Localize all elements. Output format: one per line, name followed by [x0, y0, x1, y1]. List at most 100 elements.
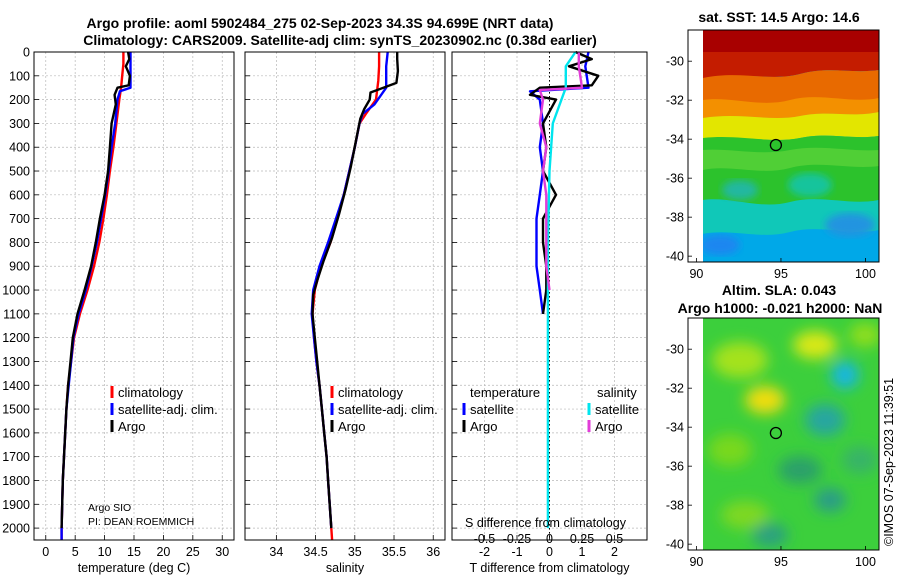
- figure-title-line2: Climatology: CARS2009. Satellite-adj cli…: [83, 32, 597, 48]
- map-y-tick-label: -30: [666, 343, 684, 357]
- sla-map-image: [703, 318, 879, 550]
- map-y-tick-label: -40: [666, 538, 684, 552]
- y-tick-label: 200: [9, 93, 30, 107]
- series-line: [528, 50, 600, 315]
- top-tick-label: 0.5: [606, 532, 623, 546]
- legend-header-salinity: salinity: [597, 385, 637, 400]
- x-tick-label: 35: [348, 545, 362, 559]
- top-tick-label: -0.5: [474, 532, 496, 546]
- credit-pi: PI: DEAN ROEMMICH: [88, 516, 194, 528]
- series-line: [60, 51, 132, 529]
- legend-label-temp-satellite: satellite: [470, 402, 514, 417]
- y-tick-label: 400: [9, 141, 30, 155]
- difference-legend: temperature salinity satellite Argo sate…: [462, 385, 639, 434]
- sst-argo-position-marker: [769, 138, 783, 152]
- x-tick-label: 34: [269, 545, 283, 559]
- sla-map-frame: [687, 317, 880, 551]
- credit-institution: Argo SIO: [88, 502, 131, 514]
- x-axis-label: temperature (deg C): [78, 561, 191, 575]
- map-y-tick-label: -34: [666, 133, 684, 147]
- y-tick-label: 1700: [2, 450, 30, 464]
- y-tick-label: 1100: [3, 307, 30, 321]
- x-tick-label: 5: [72, 545, 79, 559]
- salinity-panel: 34 34.5 35 35.5 36 salinity: [244, 51, 446, 575]
- y-tick-label: 1000: [2, 284, 30, 298]
- y-tick-label: 1400: [2, 379, 30, 393]
- map-y-tick-label: -30: [666, 55, 684, 69]
- y-tick-label: 700: [9, 212, 30, 226]
- top-tick-label: 0.25: [570, 532, 594, 546]
- map-x-tick-label: 100: [855, 267, 876, 281]
- legend-label-satellite: satellite-adj. clim.: [118, 402, 218, 417]
- sst-map-frame: [687, 29, 880, 263]
- temperature-panel: 0100200300400500600700800900100011001200…: [2, 46, 235, 575]
- legend-label-satellite: satellite-adj. clim.: [338, 402, 438, 417]
- x-tick-label: 36: [426, 545, 440, 559]
- y-tick-label: 1300: [2, 355, 30, 369]
- legend-label-sal-argo: Argo: [595, 419, 622, 434]
- y-tick-label: 2000: [2, 522, 30, 536]
- y-tick-label: 600: [9, 188, 30, 202]
- y-tick-label: 100: [9, 69, 30, 83]
- sla-argo-position-marker: [769, 426, 783, 440]
- map-y-tick-label: -38: [666, 211, 684, 225]
- plot-frame: [451, 51, 648, 541]
- y-tick-label: 1500: [2, 403, 30, 417]
- x-axis-label: T difference from climatology: [469, 561, 630, 575]
- legend-header-temperature: temperature: [470, 385, 540, 400]
- y-tick-label: 1200: [2, 331, 30, 345]
- sst-map-axes: -30 -32 -34 -36 -38 -40 90 95 100: [666, 55, 876, 281]
- y-tick-label: 500: [9, 165, 30, 179]
- plot-frame: [244, 51, 446, 541]
- x-tick-label: 25: [186, 545, 200, 559]
- y-tick-label: 300: [9, 117, 30, 131]
- y-tick-label: 0: [23, 46, 30, 60]
- map-x-tick-label: 100: [855, 555, 876, 569]
- map-x-tick-label: 90: [689, 267, 703, 281]
- map-y-tick-label: -34: [666, 421, 684, 435]
- salinity-legend: climatology satellite-adj. clim. Argo: [330, 385, 438, 434]
- x-tick-label: 15: [127, 545, 141, 559]
- top-x-axis-label: S difference from climatology: [465, 516, 627, 530]
- plot-frame: [33, 51, 235, 541]
- legend-label-climatology: climatology: [118, 385, 184, 400]
- map-x-tick-label: 95: [774, 267, 788, 281]
- x-tick-label: 1: [579, 545, 586, 559]
- legend-label-climatology: climatology: [338, 385, 404, 400]
- y-tick-label: 800: [9, 236, 30, 250]
- x-tick-label: -1: [511, 545, 522, 559]
- top-tick-label: -0.25: [503, 532, 532, 546]
- difference-panel: -2 -1 0 1 2 T difference from climatology S di…: [451, 50, 648, 575]
- map-x-tick-label: 90: [689, 555, 703, 569]
- x-tick-label: 35.5: [382, 545, 406, 559]
- y-tick-label: 900: [9, 260, 30, 274]
- temperature-legend: climatology satellite-adj. clim. Argo: [110, 385, 218, 434]
- series-line: [546, 51, 577, 529]
- x-tick-label: 0: [546, 545, 553, 559]
- map-x-tick-label: 95: [774, 555, 788, 569]
- x-tick-label: 2: [611, 545, 618, 559]
- x-tick-label: 30: [215, 545, 229, 559]
- legend-label-argo: Argo: [118, 419, 145, 434]
- series-line: [538, 52, 584, 291]
- x-tick-label: 34.5: [303, 545, 327, 559]
- sla-map-title-line2: Argo h1000: -0.021 h2000: NaN: [678, 300, 883, 316]
- sst-map-image: [703, 30, 879, 262]
- x-tick-label: 20: [156, 545, 170, 559]
- figure-title-line1: Argo profile: aoml 5902484_275 02-Sep-20…: [87, 15, 554, 31]
- imos-timestamp: ©IMOS 07-Sep-2023 11:39:51: [882, 378, 896, 546]
- map-y-tick-label: -40: [666, 250, 684, 264]
- map-y-tick-label: -38: [666, 499, 684, 513]
- legend-label-sal-satellite: satellite: [595, 402, 639, 417]
- y-tick-label: 1900: [2, 498, 30, 512]
- series-line: [311, 52, 400, 529]
- legend-label-temp-argo: Argo: [470, 419, 497, 434]
- top-tick-label: 0: [546, 532, 553, 546]
- sla-map-title-line1: Altim. SLA: 0.043: [722, 282, 837, 298]
- y-tick-label: 1800: [2, 474, 30, 488]
- x-tick-label: 0: [42, 545, 49, 559]
- map-y-tick-label: -36: [666, 172, 684, 186]
- map-y-tick-label: -32: [666, 94, 684, 108]
- x-tick-label: 10: [98, 545, 112, 559]
